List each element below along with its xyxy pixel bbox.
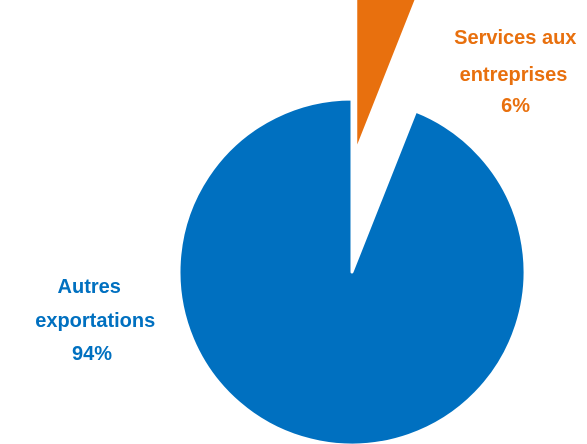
slice-label-services-aux-entreprises: Services aux entreprises 6% xyxy=(454,27,582,117)
pie-slice-autres-exportations xyxy=(177,97,527,444)
slice-label-autres-exportations: Autres exportations 94% xyxy=(35,276,161,365)
pie-slices xyxy=(177,0,527,444)
pie-slice-services-aux-entreprises xyxy=(354,0,418,154)
